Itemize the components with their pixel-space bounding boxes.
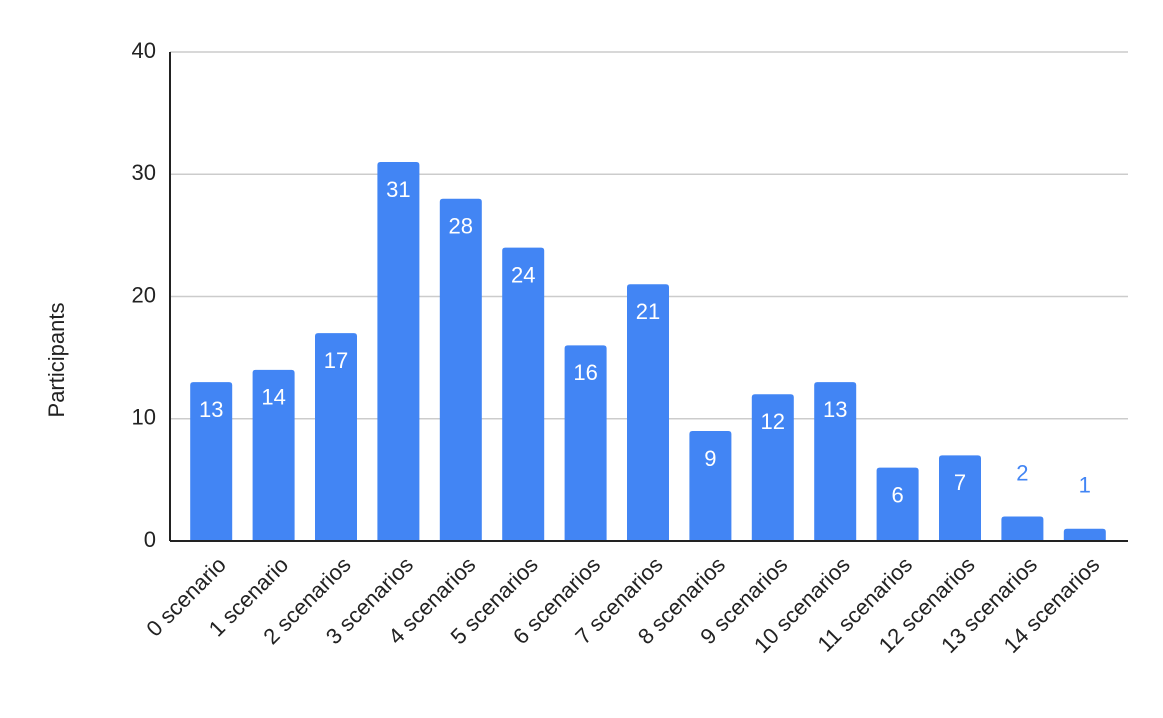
data-label: 14 — [261, 385, 285, 410]
y-tick-label: 40 — [132, 38, 156, 63]
data-label: 31 — [386, 177, 410, 202]
data-label: 13 — [823, 397, 847, 422]
data-label: 2 — [1016, 460, 1028, 485]
bar — [751, 394, 794, 541]
bar — [1001, 516, 1044, 541]
y-tick-label: 30 — [132, 160, 156, 185]
bar — [564, 345, 607, 541]
data-label: 1 — [1079, 473, 1091, 498]
bar — [190, 382, 233, 541]
bar — [315, 333, 357, 541]
y-tick-label: 20 — [132, 282, 156, 307]
data-label: 24 — [511, 262, 535, 287]
bar — [377, 162, 420, 541]
bar — [876, 467, 919, 541]
data-label: 28 — [449, 214, 473, 239]
bar — [252, 369, 295, 541]
data-label: 9 — [704, 446, 716, 471]
bar — [502, 247, 545, 541]
y-axis-label: Participants — [44, 303, 69, 418]
data-label: 6 — [891, 482, 903, 507]
data-label: 17 — [324, 348, 348, 373]
bar — [939, 455, 981, 541]
y-tick-label: 0 — [144, 527, 156, 552]
y-tick-label: 10 — [132, 405, 156, 430]
bar — [439, 198, 482, 541]
bar — [1063, 528, 1106, 541]
data-label: 7 — [954, 470, 966, 495]
bar — [627, 284, 669, 541]
bar — [814, 382, 857, 541]
data-label: 16 — [573, 360, 597, 385]
data-label: 12 — [761, 409, 785, 434]
bar — [689, 430, 732, 541]
data-label: 21 — [636, 299, 660, 324]
data-label: 13 — [199, 397, 223, 422]
